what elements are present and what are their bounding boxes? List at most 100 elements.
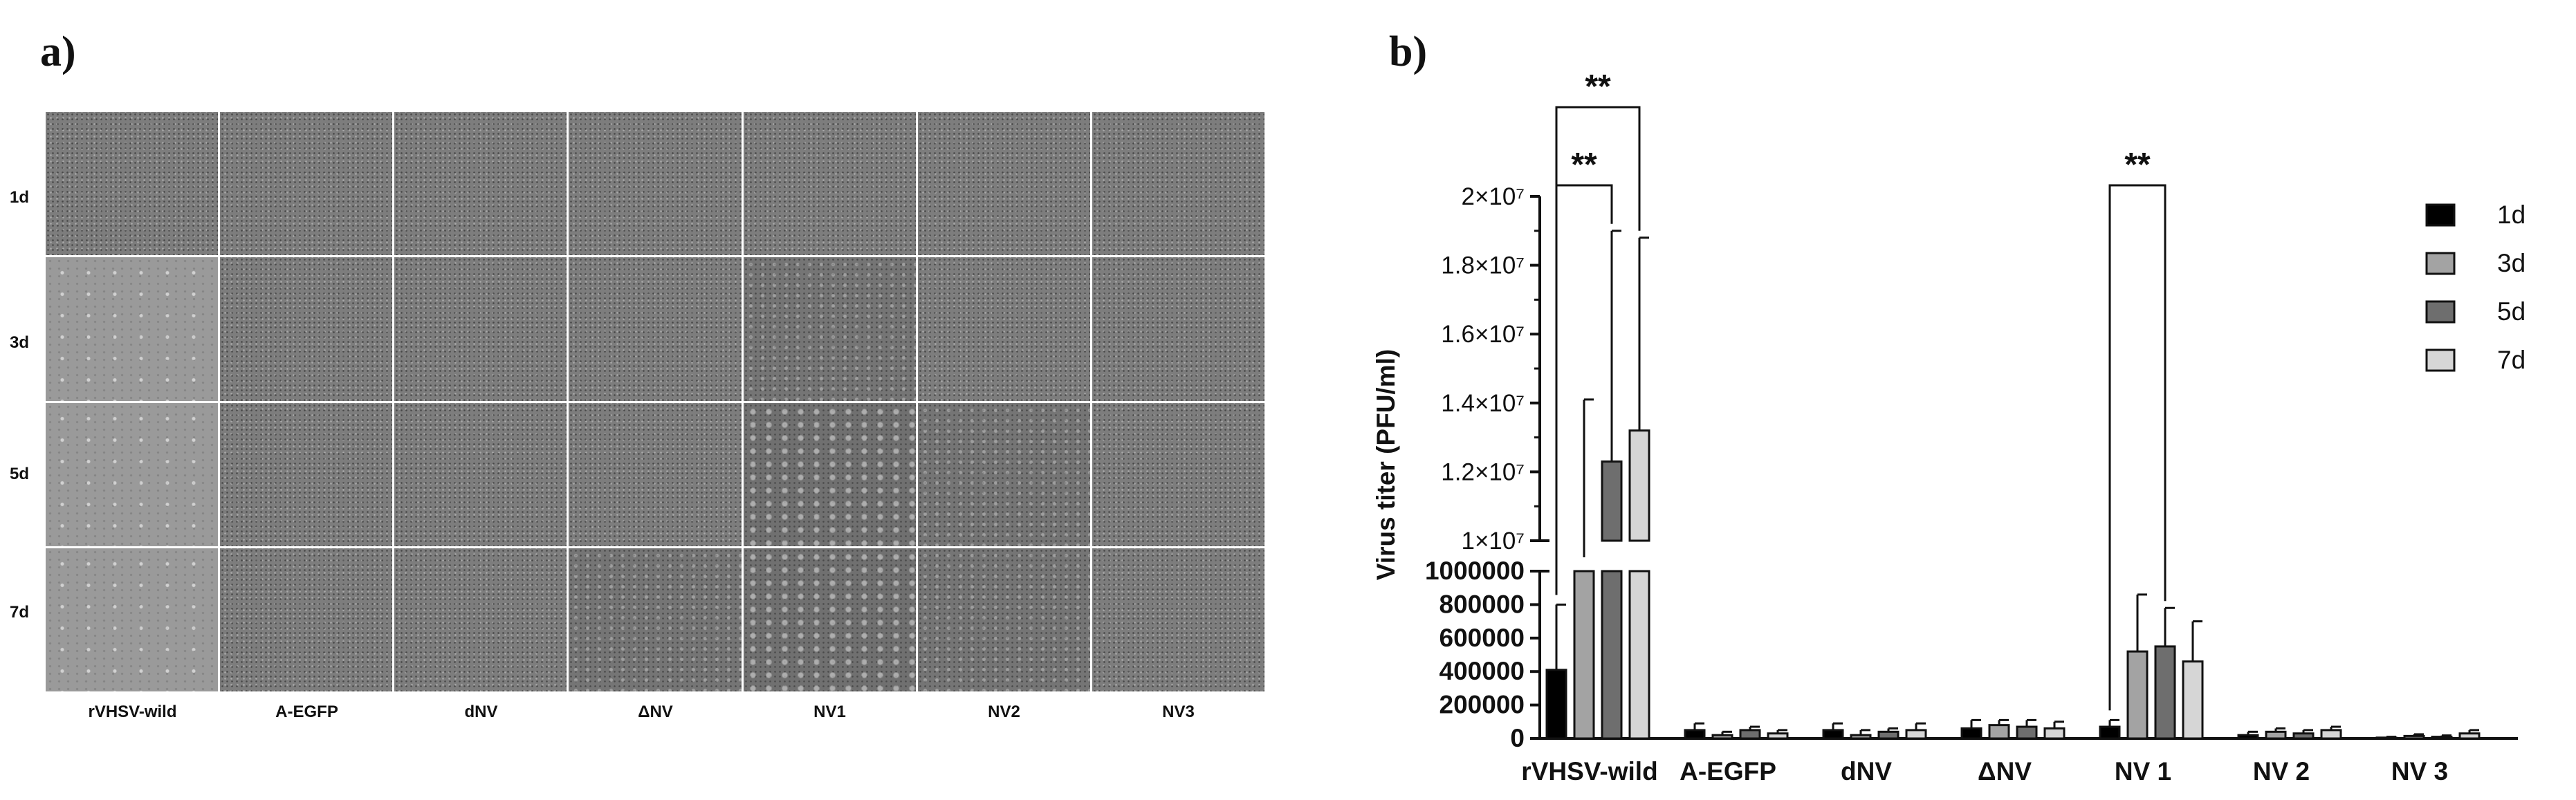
micrograph-nv1-5d xyxy=(743,402,916,546)
micrograph-nv1-7d xyxy=(743,548,916,691)
y-tick-label-upper: 1.2×10⁷ xyxy=(1441,458,1525,485)
panel-a-letter: a) xyxy=(40,28,76,75)
legend-label-5d: 5d xyxy=(2497,297,2526,326)
micrograph-nv3-5d xyxy=(1092,402,1264,546)
bar-1d xyxy=(1545,669,1567,740)
row-label-5d: 5d xyxy=(10,465,30,483)
y-tick-label-lower: 1000000 xyxy=(1425,557,1525,585)
y-tick-label-upper: 1.6×10⁷ xyxy=(1441,321,1525,348)
bar-3d xyxy=(2265,730,2287,740)
micrograph-rvhsv-wild-7d xyxy=(46,548,219,691)
bar-7d-lower xyxy=(1628,570,1650,740)
legend-label-3d: 3d xyxy=(2497,249,2526,277)
micrograph--nv-3d xyxy=(569,257,742,401)
column-label-delta-nv: ΔNV xyxy=(638,703,673,721)
micrograph--nv-5d xyxy=(569,402,742,546)
x-tick-label: NV 1 xyxy=(2115,757,2171,785)
bar-1d xyxy=(2099,725,2121,740)
bar-7d xyxy=(2320,729,2342,740)
x-tick-label: A-EGFP xyxy=(1680,757,1776,785)
micrograph-rvhsv-wild-5d xyxy=(46,402,219,546)
bar-7d xyxy=(2182,660,2204,740)
significance-label: ** xyxy=(1585,68,1611,105)
column-label-nv3: NV3 xyxy=(1162,703,1195,721)
x-tick-label: NV 2 xyxy=(2253,757,2310,785)
micrograph--nv-7d xyxy=(569,548,742,691)
bar-1d xyxy=(1684,729,1706,740)
y-tick-label-lower: 600000 xyxy=(1439,624,1525,652)
significance-label: ** xyxy=(1571,147,1597,183)
y-tick-label-lower: 200000 xyxy=(1439,691,1525,719)
bar-5d-lower xyxy=(1601,570,1623,740)
significance-label: ** xyxy=(2124,147,2151,183)
micrograph-nv1-3d xyxy=(743,257,916,401)
bar-3d xyxy=(1988,724,2010,740)
significance-bracket xyxy=(1555,106,1641,595)
micrograph-nv1-1d xyxy=(743,112,916,256)
column-label-dnv: dNV xyxy=(464,703,498,721)
x-tick-label: rVHSV-wild xyxy=(1521,757,1657,785)
y-tick-label-lower: 0 xyxy=(1510,724,1525,752)
micrograph-nv2-7d xyxy=(917,548,1090,691)
significance-bracket xyxy=(1555,184,1613,595)
column-label-nv1: NV1 xyxy=(813,703,846,721)
y-tick-label-upper: 2×10⁷ xyxy=(1462,183,1525,210)
legend-swatch-3d xyxy=(2425,252,2456,275)
y-tick-label-lower: 400000 xyxy=(1439,657,1525,685)
panel-b-letter: b) xyxy=(1389,28,1428,75)
micrograph-a-egfp-7d xyxy=(220,548,393,691)
micrograph-nv3-3d xyxy=(1092,257,1264,401)
x-tick-label: ΔNV xyxy=(1978,757,2032,785)
micrograph-dnv-7d xyxy=(394,548,567,691)
micrograph-rvhsv-wild-1d xyxy=(46,112,219,256)
bar-7d xyxy=(2043,727,2066,740)
bar-5d xyxy=(2431,736,2453,740)
x-tick-label: NV 3 xyxy=(2391,757,2448,785)
micrograph--nv-1d xyxy=(569,112,742,256)
bar-3d xyxy=(1850,734,1872,740)
bar-5d xyxy=(1877,730,1899,740)
bar-5d-upper xyxy=(1601,460,1623,542)
bar-3d xyxy=(1711,734,1733,740)
legend-label-1d: 1d xyxy=(2497,201,2526,229)
micrograph-nv2-3d xyxy=(917,257,1090,401)
y-tick-label-lower: 800000 xyxy=(1439,590,1525,618)
micrograph-nv3-7d xyxy=(1092,548,1264,691)
bar-5d xyxy=(2016,725,2038,740)
micrograph-dnv-5d xyxy=(394,402,567,546)
bar-5d xyxy=(2154,645,2176,740)
legend-swatch-7d xyxy=(2425,348,2456,372)
bar-7d xyxy=(2458,732,2481,740)
bar-3d xyxy=(2403,734,2425,740)
y-tick-label-upper: 1×10⁷ xyxy=(1462,528,1525,555)
bar-5d xyxy=(2292,732,2315,740)
micrograph-rvhsv-wild-3d xyxy=(46,257,219,401)
y-tick-label-upper: 1.4×10⁷ xyxy=(1441,390,1525,417)
column-label-rvhsv-wild: rVHSV-wild xyxy=(88,703,177,721)
micrograph-dnv-3d xyxy=(394,257,567,401)
micrograph-nv2-5d xyxy=(917,402,1090,546)
micrograph-a-egfp-1d xyxy=(220,112,393,256)
legend-swatch-1d xyxy=(2425,203,2456,227)
bar-7d-upper xyxy=(1628,429,1650,542)
row-label-3d: 3d xyxy=(10,333,30,352)
micrograph-dnv-1d xyxy=(394,112,567,256)
bar-1d xyxy=(2237,734,2259,740)
bar-7d xyxy=(1767,732,1789,740)
y-tick-label-upper: 1.8×10⁷ xyxy=(1441,252,1525,279)
row-label-7d: 7d xyxy=(10,603,30,622)
micrograph-nv2-1d xyxy=(917,112,1090,256)
bar-7d xyxy=(1905,729,1927,740)
x-tick-label: dNV xyxy=(1841,757,1892,785)
micrograph-nv3-1d xyxy=(1092,112,1264,256)
micrograph-a-egfp-5d xyxy=(220,402,393,546)
legend-label-7d: 7d xyxy=(2497,346,2526,374)
bar-3d-lower xyxy=(1573,570,1595,740)
bar-5d xyxy=(1739,729,1761,740)
bar-1d xyxy=(1960,727,1982,740)
bar-3d xyxy=(2126,650,2149,740)
micrograph-a-egfp-3d xyxy=(220,257,393,401)
micrograph-grid xyxy=(46,112,1264,691)
column-label-a-egfp: A-EGFP xyxy=(275,703,338,721)
